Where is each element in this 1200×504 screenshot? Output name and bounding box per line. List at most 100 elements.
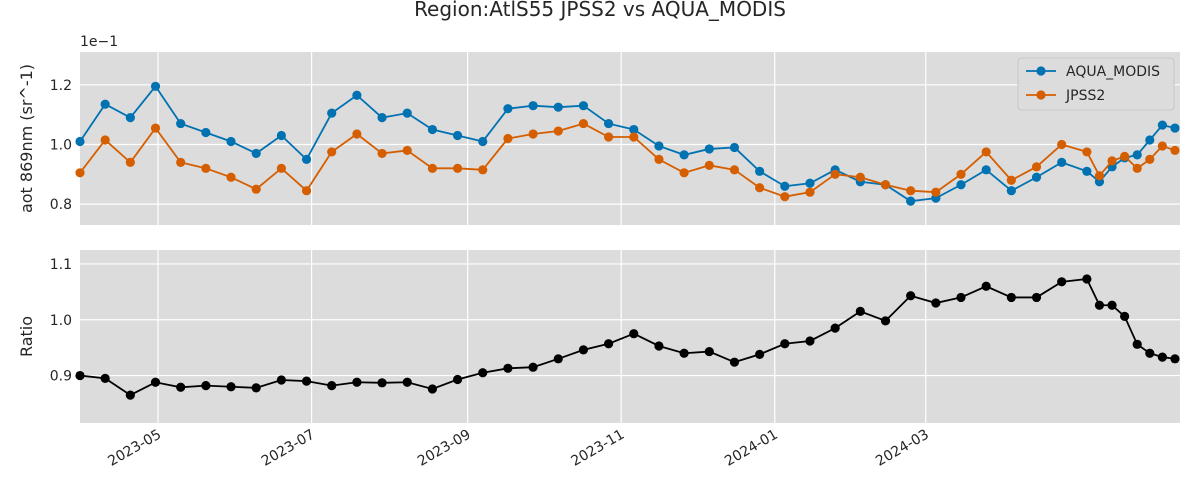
jpss2-point — [301, 186, 312, 196]
ratio-point — [1107, 300, 1117, 310]
jpss2-point — [75, 168, 85, 178]
jpss2-point — [201, 163, 211, 173]
aqua-modis-point — [729, 142, 740, 153]
ratio-point — [578, 345, 589, 355]
jpss2-point — [377, 148, 387, 159]
jpss2-point — [427, 163, 438, 173]
ratio-point — [327, 381, 337, 391]
aqua-modis-point — [276, 130, 286, 141]
aqua-modis-point — [578, 101, 589, 111]
chart-title: Region:AtlS55 JPSS2 vs AQUA_MODIS — [414, 0, 786, 21]
jpss2-point — [251, 184, 261, 194]
jpss2-point — [553, 126, 563, 136]
aqua-modis-point — [1170, 123, 1180, 133]
aqua-modis-point — [301, 154, 312, 164]
x-tick-label: 2024-03 — [873, 427, 932, 470]
ratio-point — [855, 306, 865, 316]
jpss2-point — [528, 129, 538, 139]
aqua-modis-point — [327, 108, 337, 118]
jpss2-point — [478, 165, 488, 175]
ratio-point — [226, 382, 236, 392]
jpss2-point — [578, 118, 589, 129]
ratio-point — [1082, 274, 1092, 284]
aqua-modis-point — [125, 113, 135, 123]
jpss2-point — [1170, 145, 1180, 156]
jpss2-point — [176, 157, 186, 167]
y-offset-label: 1e−1 — [80, 34, 118, 50]
jpss2-point — [805, 187, 815, 197]
y-tick-label: 1.0 — [50, 137, 72, 153]
y-tick-label: 1.2 — [50, 78, 72, 94]
jpss2-point — [503, 133, 513, 144]
y-tick-label: 0.8 — [50, 197, 72, 213]
aqua-modis-point — [150, 81, 161, 91]
aqua-modis-point — [906, 196, 916, 206]
top-panel-y-ticks: 0.8 1.0 1.2 — [50, 78, 72, 213]
top-panel: 0.8 1.0 1.2 1e−1 aot 869nm (sr^-1) AQUA_MO… — [17, 34, 1180, 225]
top-panel-series — [75, 81, 1180, 206]
ratio-point — [1157, 352, 1167, 362]
jpss2-point — [276, 163, 286, 173]
ratio-point — [956, 292, 966, 303]
aqua-modis-point — [956, 180, 966, 190]
aqua-modis-point — [176, 118, 186, 129]
ratio-point — [251, 383, 261, 393]
aqua-modis-point — [780, 181, 790, 191]
aqua-modis-point — [1157, 120, 1167, 130]
aqua-modis-point — [1031, 172, 1042, 182]
ratio-point — [1094, 300, 1105, 310]
aqua-modis-point — [452, 130, 463, 141]
aqua-modis-point — [528, 101, 538, 111]
ratio-point — [654, 341, 664, 351]
jpss2-point — [150, 123, 161, 133]
aqua-modis-point — [604, 118, 614, 129]
aqua-modis-point — [226, 136, 236, 147]
ratio-point — [981, 281, 991, 291]
aqua-modis-point — [503, 104, 513, 114]
ratio-point — [755, 349, 765, 359]
jpss2-point — [1082, 147, 1092, 157]
aqua-modis-point — [201, 127, 211, 138]
ratio-point — [352, 377, 362, 387]
bottom-panel-series — [75, 274, 1180, 400]
x-tick-label: 2024-01 — [722, 427, 781, 470]
aqua-modis-point — [805, 178, 815, 188]
jpss2-point — [352, 129, 362, 139]
aqua-modis-point — [1057, 157, 1067, 167]
x-tick-label: 2023-07 — [259, 427, 318, 470]
jpss2-point — [452, 163, 463, 173]
ratio-point — [125, 390, 135, 400]
aqua-modis-point — [629, 124, 639, 135]
jpss2-point — [654, 154, 664, 164]
jpss2-point — [1132, 163, 1142, 173]
ratio-point — [150, 377, 161, 387]
ratio-point — [1132, 339, 1142, 349]
jpss2-point — [1006, 175, 1016, 185]
aqua-modis-point — [679, 150, 689, 160]
jpss2-point — [830, 169, 840, 179]
ratio-point — [679, 348, 689, 358]
jpss2-point — [931, 187, 941, 197]
ratio-point — [629, 329, 639, 339]
ratio-point — [427, 384, 438, 394]
jpss2-point — [604, 132, 614, 142]
aqua-modis-point — [427, 124, 438, 135]
jpss2-point — [956, 169, 966, 179]
ratio-point — [880, 316, 891, 326]
jpss2-point — [327, 147, 337, 157]
legend: AQUA_MODIS JPSS2 — [1017, 57, 1175, 111]
aqua-modis-point — [1145, 135, 1155, 145]
jpss2-point — [125, 157, 135, 167]
aqua-modis-point — [1082, 166, 1092, 176]
jpss2-point — [1094, 171, 1105, 181]
jpss2-point — [855, 172, 865, 182]
ratio-point — [100, 373, 110, 383]
ratio-point — [276, 375, 286, 385]
jpss2-point — [1120, 151, 1130, 161]
ratio-point — [830, 323, 840, 333]
legend-box — [1017, 57, 1175, 111]
bottom-panel-background — [80, 250, 1180, 423]
jpss2-series — [75, 118, 1180, 202]
aqua-modis-point — [352, 90, 362, 100]
